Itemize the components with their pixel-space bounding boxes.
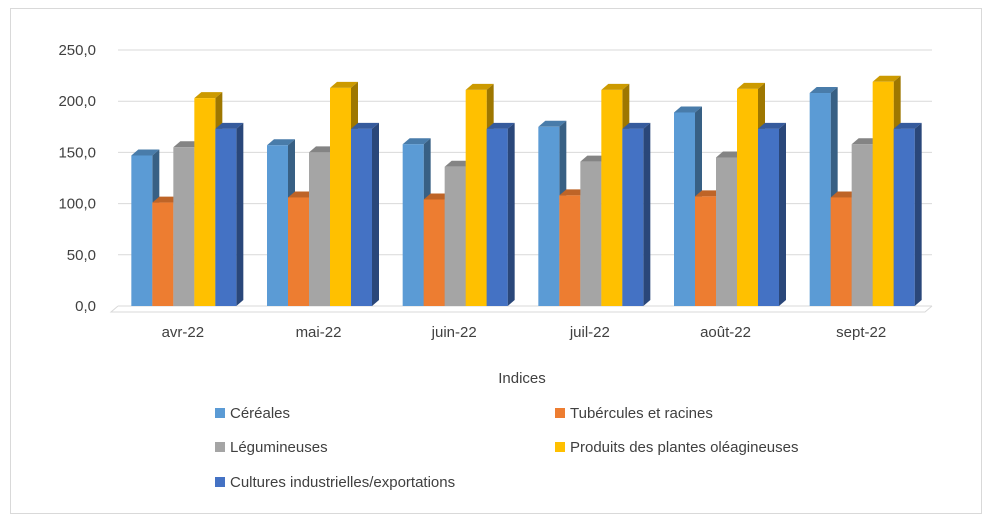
x-tick-label: sept-22 (836, 324, 886, 341)
legend-swatch (555, 408, 565, 418)
legend-item: Légumineuses (215, 439, 328, 456)
legend: Céréales Tubércules et racines Légumineuse… (215, 405, 799, 491)
legend-swatch (215, 408, 225, 418)
floor-edge (109, 305, 933, 313)
y-tick-label: 0,0 (75, 298, 96, 315)
bar (758, 122, 786, 307)
y-tick-label: 250,0 (58, 42, 96, 59)
legend-label: Cultures industrielles/exportations (230, 474, 455, 491)
y-tick-label: 150,0 (58, 144, 96, 161)
y-tick-labels: 0,0 50,0 100,0 150,0 200,0 250,0 (58, 42, 96, 315)
legend-item: Produits des plantes oléagineuses (555, 439, 799, 456)
x-axis-title: Indices (498, 370, 546, 387)
bar (893, 122, 922, 307)
bar (486, 122, 515, 307)
bar (215, 122, 244, 307)
gridlines (109, 49, 933, 313)
legend-label: Tubércules et racines (570, 405, 713, 422)
x-tick-label: août-22 (700, 324, 751, 341)
y-tick-label: 100,0 (58, 196, 96, 213)
y-tick-label: 50,0 (67, 247, 96, 264)
legend-item: Tubércules et racines (555, 405, 713, 422)
x-tick-label: juil-22 (569, 324, 610, 341)
legend-item: Céréales (215, 405, 290, 422)
x-tick-label: mai-22 (296, 324, 342, 341)
x-tick-labels: avr-22 mai-22 juin-22 juil-22 août-22 sept-22 (162, 324, 887, 341)
x-tick-label: avr-22 (162, 324, 205, 341)
legend-swatch (215, 442, 225, 452)
bar (351, 122, 379, 307)
legend-label: Produits des plantes oléagineuses (570, 439, 799, 456)
legend-swatch (215, 477, 225, 487)
bars (131, 75, 922, 307)
legend-label: Céréales (230, 405, 290, 422)
x-tick-label: juin-22 (431, 324, 477, 341)
bar (622, 122, 651, 307)
y-tick-label: 200,0 (58, 93, 96, 110)
legend-item: Cultures industrielles/exportations (215, 474, 455, 491)
legend-swatch (555, 442, 565, 452)
legend-label: Légumineuses (230, 439, 328, 456)
